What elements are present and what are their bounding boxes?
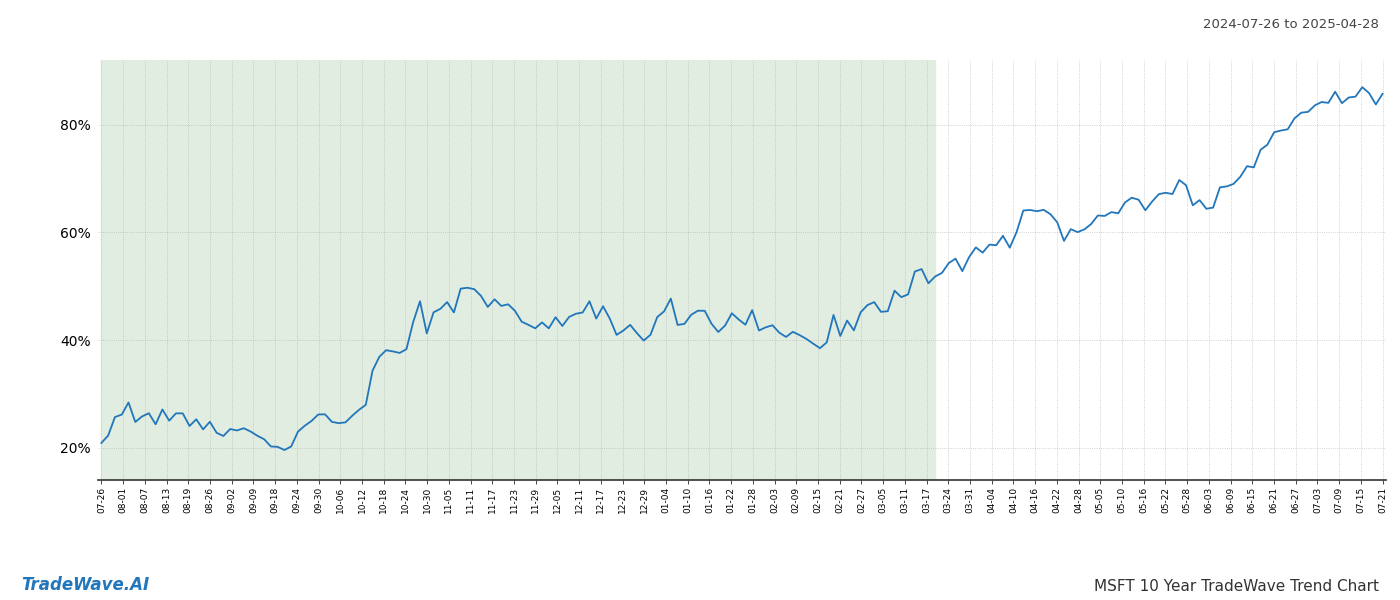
Text: 2024-07-26 to 2025-04-28: 2024-07-26 to 2025-04-28 — [1203, 18, 1379, 31]
Bar — [101, 60, 935, 480]
Text: MSFT 10 Year TradeWave Trend Chart: MSFT 10 Year TradeWave Trend Chart — [1093, 579, 1379, 594]
Text: TradeWave.AI: TradeWave.AI — [21, 576, 150, 594]
